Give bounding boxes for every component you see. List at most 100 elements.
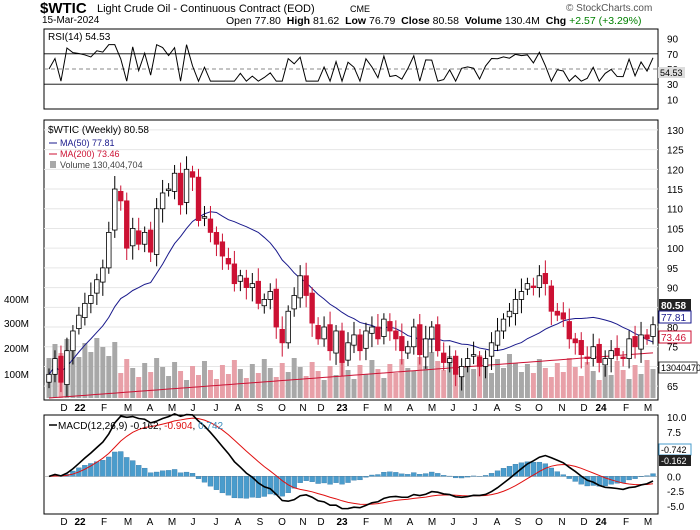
macd-hist-bar xyxy=(614,476,620,484)
volume-bar xyxy=(435,361,441,398)
x-axis-label: M xyxy=(428,403,436,414)
candle-body xyxy=(225,258,232,265)
macd-tag-signal-text: -0.742 xyxy=(661,445,687,455)
macd-signal-line xyxy=(48,417,654,505)
close-tag xyxy=(659,299,691,311)
macd-hist-bar xyxy=(602,476,608,487)
candle-body xyxy=(88,295,94,304)
candle-body xyxy=(542,273,549,285)
candle-body xyxy=(118,190,124,202)
chart-description: Light Crude Oil - Continuous Contract (E… xyxy=(97,3,315,15)
x-axis-label: S xyxy=(257,517,264,528)
x-axis-label: F xyxy=(363,403,369,414)
macd-hist-bar xyxy=(572,476,578,482)
volume-bar xyxy=(351,379,357,398)
macd-hist-bar xyxy=(231,476,238,499)
candle-body xyxy=(285,310,291,344)
candle-body xyxy=(512,299,519,315)
macd-legend-signal: -0.904 xyxy=(164,421,193,432)
price-tick-label: 130 xyxy=(667,126,684,137)
candle-body xyxy=(243,277,250,289)
volume-bar xyxy=(447,356,453,398)
volume-bar xyxy=(321,380,327,398)
macd-hist-bar xyxy=(171,469,178,477)
volume-bar xyxy=(118,373,124,398)
candle-body xyxy=(327,324,333,352)
x-axis-label: A xyxy=(147,517,154,528)
volume-bar xyxy=(596,380,602,398)
candle-body xyxy=(536,275,543,288)
x-axis-label: J xyxy=(451,403,456,414)
macd-hist-bar xyxy=(267,476,273,495)
candle-body xyxy=(435,324,441,352)
volume-bar xyxy=(405,368,411,398)
x-axis-label: M xyxy=(168,517,176,528)
price-tick-label: 65 xyxy=(667,382,679,393)
macd-hist-bar xyxy=(482,475,489,477)
x-axis-label: O xyxy=(535,403,543,414)
x-axis-label: J xyxy=(191,517,196,528)
volume-tick-label: 400M xyxy=(4,295,29,306)
stockcharts-watermark: © StockCharts.com xyxy=(566,3,653,14)
x-axis-label: A xyxy=(147,403,154,414)
volume-bar xyxy=(190,366,196,398)
macd-hist-bar xyxy=(243,476,249,499)
candle-body xyxy=(142,231,148,245)
candle-body xyxy=(596,343,602,363)
macd-hist-bar xyxy=(399,473,405,477)
candle-body xyxy=(518,291,525,300)
macd-hist-bar xyxy=(506,466,513,477)
macd-hist-bar xyxy=(333,476,339,483)
macd-hist-bar xyxy=(596,476,602,487)
candle-body xyxy=(231,263,238,285)
candle-body xyxy=(106,231,112,269)
macd-tag-macd xyxy=(659,455,691,466)
volume-axis: 400M 300M 200M 100M xyxy=(4,295,29,381)
candle-body xyxy=(506,310,513,318)
rsi-tag xyxy=(658,67,685,78)
volume-bar xyxy=(566,358,572,398)
volume-bar xyxy=(441,370,447,398)
macd-hist-bar xyxy=(560,474,566,477)
macd-hist-bar xyxy=(207,476,214,487)
candle-body xyxy=(255,280,261,304)
volume-bar xyxy=(423,366,429,398)
volume-bar xyxy=(542,368,548,398)
x-axis-label: D xyxy=(60,403,67,414)
volume-bar xyxy=(130,368,136,398)
candle-body xyxy=(411,326,417,348)
macd-hist-bar xyxy=(177,472,184,477)
volume-bar xyxy=(82,343,88,398)
macd-hist-bar xyxy=(237,476,244,499)
price-tick-label: 90 xyxy=(667,284,679,295)
candle-body xyxy=(632,336,638,348)
x-axis-label: M xyxy=(124,403,132,414)
macd-tick-label: 0.0 xyxy=(667,472,681,483)
candle-body xyxy=(393,330,399,340)
macd-hist-bar xyxy=(153,471,160,477)
volume-bar xyxy=(429,352,435,398)
chg-label: Chg xyxy=(545,15,567,27)
volume-bar xyxy=(399,359,405,398)
candle-body xyxy=(470,354,477,357)
candle-body xyxy=(357,334,363,352)
volume-bar xyxy=(489,373,495,398)
x-axis-label: F xyxy=(363,517,369,528)
volume-bar xyxy=(644,360,650,398)
candle-body xyxy=(297,275,303,299)
x-axis-label: J xyxy=(214,517,219,528)
volume-bar xyxy=(501,368,506,398)
macd-hist-bar xyxy=(650,473,656,477)
macd-hist-bar xyxy=(94,461,100,477)
candle-body xyxy=(147,229,154,253)
macd-legend-text: MACD(12,26,9) -0.162, -0.904, 0.742 xyxy=(58,421,224,432)
high-label: High xyxy=(286,15,311,27)
x-axis-label: D xyxy=(580,517,587,528)
x-axis-label: A xyxy=(494,403,501,414)
volume-bar xyxy=(112,342,118,398)
candle-body xyxy=(213,231,220,245)
volume-bar xyxy=(554,363,560,398)
x-axis-top: D 22 F M A M J J A S O N D 23 F M A M J J A S O N D 24 F M xyxy=(60,403,652,414)
x-axis-label: F xyxy=(623,403,629,414)
volume-bar xyxy=(213,379,219,398)
